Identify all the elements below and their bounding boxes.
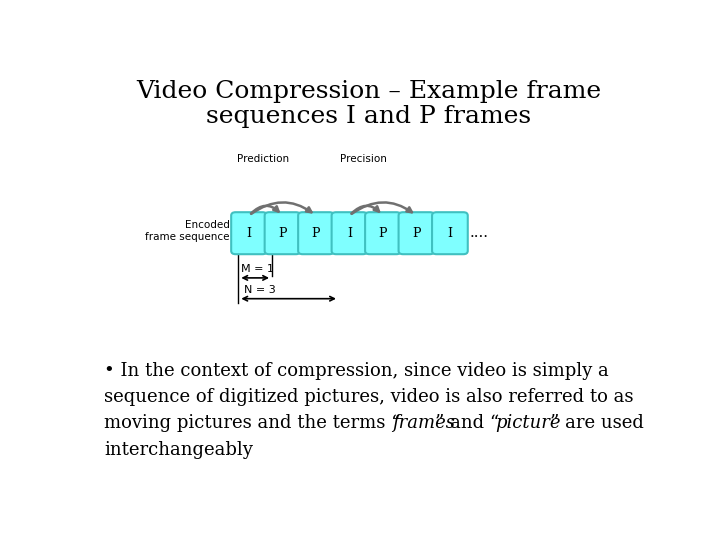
Text: Precision: Precision: [340, 154, 387, 164]
Text: I: I: [246, 227, 251, 240]
Text: • In the context of compression, since video is simply a: • In the context of compression, since v…: [104, 362, 608, 380]
FancyBboxPatch shape: [265, 212, 300, 254]
FancyBboxPatch shape: [432, 212, 468, 254]
Text: Encoded
frame sequence: Encoded frame sequence: [145, 220, 230, 242]
Text: ” and “: ” and “: [435, 415, 499, 433]
Text: picture: picture: [495, 415, 561, 433]
FancyBboxPatch shape: [298, 212, 334, 254]
Text: I: I: [447, 227, 452, 240]
Text: sequence of digitized pictures, video is also referred to as: sequence of digitized pictures, video is…: [104, 388, 634, 406]
Text: M = 1: M = 1: [241, 264, 274, 274]
Text: moving pictures and the terms “: moving pictures and the terms “: [104, 415, 400, 433]
Text: frames: frames: [392, 415, 455, 433]
Text: sequences I and P frames: sequences I and P frames: [207, 105, 531, 129]
Text: ” are used: ” are used: [550, 415, 644, 433]
Text: Prediction: Prediction: [237, 154, 289, 164]
FancyBboxPatch shape: [231, 212, 267, 254]
Text: I: I: [347, 227, 352, 240]
Text: P: P: [379, 227, 387, 240]
FancyBboxPatch shape: [332, 212, 367, 254]
Text: P: P: [312, 227, 320, 240]
Text: Video Compression – Example frame: Video Compression – Example frame: [136, 80, 602, 103]
FancyBboxPatch shape: [365, 212, 401, 254]
Text: ....: ....: [470, 226, 489, 240]
Text: P: P: [412, 227, 420, 240]
FancyBboxPatch shape: [399, 212, 434, 254]
Text: P: P: [278, 227, 287, 240]
Text: N = 3: N = 3: [244, 285, 276, 295]
Text: interchangeably: interchangeably: [104, 441, 253, 458]
